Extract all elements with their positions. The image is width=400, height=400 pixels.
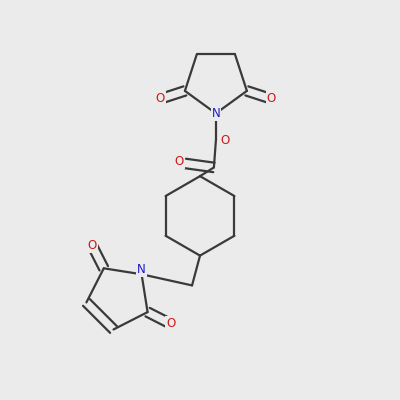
Text: N: N — [137, 263, 146, 276]
Text: O: O — [88, 239, 97, 252]
Text: O: O — [175, 155, 184, 168]
Text: O: O — [267, 92, 276, 105]
Text: O: O — [166, 317, 175, 330]
Text: O: O — [156, 92, 165, 105]
Text: O: O — [220, 134, 229, 147]
Text: N: N — [212, 107, 220, 120]
